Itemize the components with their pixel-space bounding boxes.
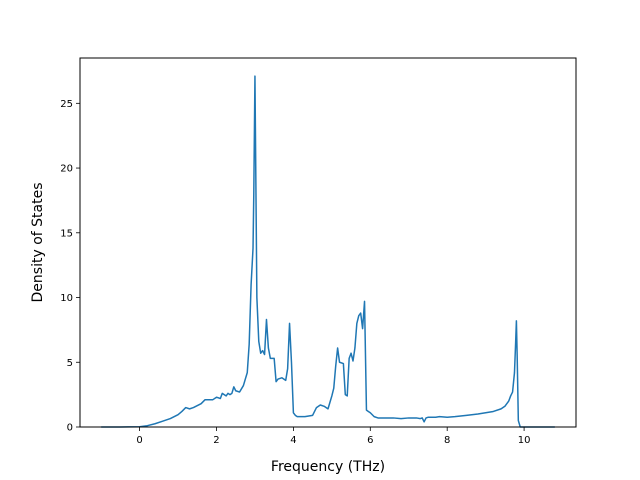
y-tick-label: 0 (67, 423, 73, 434)
x-tick-label: 10 (518, 435, 531, 446)
x-tick-label: 8 (444, 435, 450, 446)
x-tick-label: 2 (213, 435, 219, 446)
axis-ticks: 0 2 4 6 8 10 0 5 10 15 20 25 (60, 99, 530, 446)
x-axis-label: Frequency (THz) (271, 459, 385, 475)
y-tick-label: 25 (60, 99, 73, 110)
plot-area (101, 75, 555, 428)
dos-series-line (101, 75, 555, 428)
x-tick-label: 6 (367, 435, 373, 446)
x-tick-label: 0 (136, 435, 142, 446)
y-tick-label: 5 (67, 358, 73, 369)
y-tick-label: 20 (60, 164, 73, 175)
y-axis-label: Density of States (30, 183, 46, 303)
y-tick-label: 10 (60, 293, 73, 304)
y-tick-label: 15 (60, 228, 73, 239)
axes-frame (79, 57, 577, 428)
x-tick-label: 4 (290, 435, 296, 446)
